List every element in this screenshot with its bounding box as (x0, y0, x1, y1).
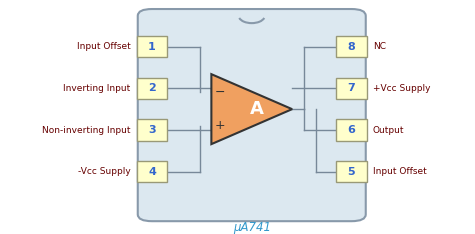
Text: Non-inverting Input: Non-inverting Input (42, 125, 131, 135)
Text: 2: 2 (148, 83, 156, 93)
Text: 3: 3 (148, 125, 156, 135)
FancyBboxPatch shape (138, 9, 366, 221)
Text: A: A (249, 100, 264, 118)
FancyBboxPatch shape (137, 161, 167, 182)
FancyBboxPatch shape (336, 119, 367, 141)
FancyBboxPatch shape (137, 119, 167, 141)
Text: 1: 1 (148, 42, 156, 51)
Text: Input Offset: Input Offset (77, 42, 131, 51)
Text: −: − (215, 86, 225, 99)
FancyBboxPatch shape (137, 36, 167, 57)
Text: Input Offset: Input Offset (373, 167, 427, 176)
Text: +Vcc Supply: +Vcc Supply (373, 84, 430, 93)
FancyBboxPatch shape (336, 161, 367, 182)
Polygon shape (211, 74, 292, 144)
Text: NC: NC (373, 42, 386, 51)
Text: +: + (215, 119, 225, 132)
Text: μA741: μA741 (233, 221, 271, 234)
Text: Inverting Input: Inverting Input (63, 84, 131, 93)
FancyBboxPatch shape (137, 78, 167, 99)
Text: Output: Output (373, 125, 404, 135)
Text: 6: 6 (348, 125, 355, 135)
Text: -Vcc Supply: -Vcc Supply (78, 167, 131, 176)
Text: 5: 5 (348, 167, 355, 177)
Text: 8: 8 (348, 42, 355, 51)
FancyBboxPatch shape (336, 78, 367, 99)
Text: 4: 4 (148, 167, 156, 177)
Text: 7: 7 (348, 83, 355, 93)
FancyBboxPatch shape (336, 36, 367, 57)
